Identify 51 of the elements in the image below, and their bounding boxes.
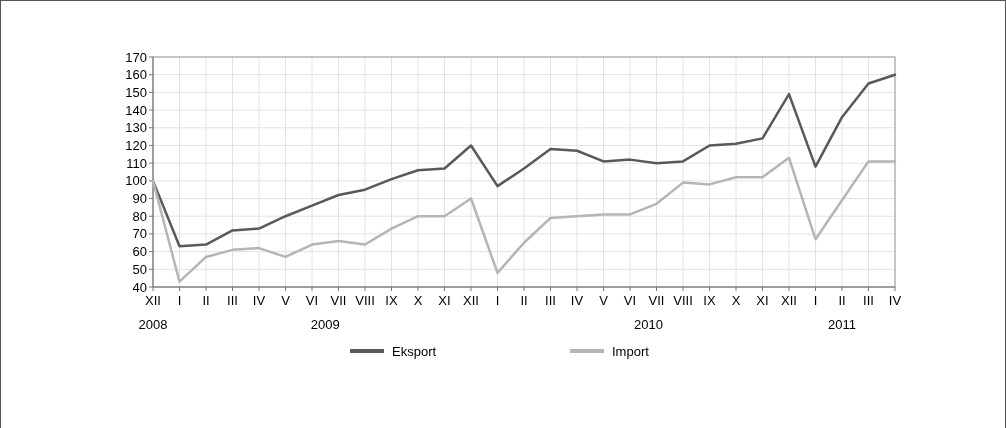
x-tick-label: I: [495, 293, 500, 308]
y-tick-label: 160: [125, 67, 147, 83]
x-tick-label: IV: [252, 293, 266, 308]
text: 2009: [310, 317, 340, 332]
x-tick-label: III: [545, 293, 556, 308]
x-tick-label: III: [227, 293, 238, 308]
y-tick-label: 80: [132, 208, 147, 224]
x-tick-label: II: [838, 293, 846, 308]
x-tick-label: II: [202, 293, 210, 308]
x-tick-label: I: [813, 293, 818, 308]
text: 2011: [828, 317, 856, 332]
line-series: [151, 156, 897, 283]
legend-label: Eksport: [392, 343, 437, 359]
y-tick-label: 40: [132, 279, 147, 295]
x-tick-label: VII: [648, 293, 665, 308]
y-tick-label: 100: [125, 173, 147, 189]
x-tick-label: X: [731, 293, 741, 308]
y-tick-label: 110: [126, 155, 147, 171]
x-tick-label: X: [413, 293, 423, 308]
x-tick-label: IV: [888, 293, 902, 308]
x-tick-label: V: [281, 293, 291, 308]
x-tick-label: V: [599, 293, 609, 308]
x-tick-label: VIII: [355, 293, 375, 308]
y-tick-label: 50: [132, 261, 147, 277]
x-tick-label: III: [863, 293, 874, 308]
legend-label: Import: [612, 343, 650, 359]
x-tick-label: XI: [438, 293, 451, 308]
y-tick-label: 70: [132, 226, 147, 242]
y-tick-label: 90: [132, 191, 147, 207]
x-tick-label: I: [177, 293, 182, 308]
x-tick-label: IV: [570, 293, 584, 308]
y-tick-label: 120: [125, 138, 147, 154]
x-tick-label: IX: [385, 293, 398, 308]
x-tick-label: XII: [463, 293, 479, 308]
y-tick-label: 150: [125, 84, 147, 100]
x-tick-label: XII: [781, 293, 797, 308]
x-tick-label: VIII: [673, 293, 693, 308]
y-tick-label: 140: [125, 102, 147, 118]
text: 2008: [138, 317, 168, 332]
x-tick-label: II: [520, 293, 528, 308]
line-series: [151, 73, 897, 248]
y-tick-label: 170: [125, 49, 147, 65]
x-tick-label: XI: [756, 293, 769, 308]
x-tick-label: VII: [330, 293, 347, 308]
y-tick-label: 130: [125, 120, 147, 136]
text: 2010: [634, 317, 664, 332]
x-tick-label: IX: [703, 293, 716, 308]
x-tick-label: VI: [305, 293, 319, 308]
y-tick-label: 60: [132, 244, 147, 260]
x-tick-label: VI: [623, 293, 637, 308]
x-tick-label: XII: [145, 293, 161, 308]
